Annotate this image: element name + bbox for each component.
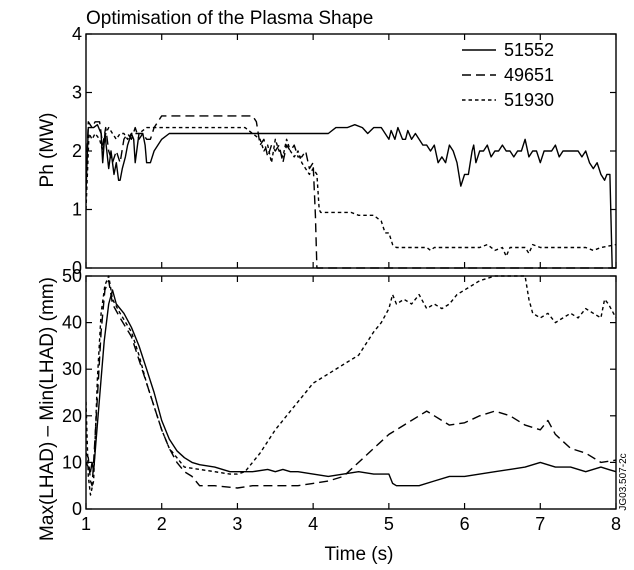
x-tick-label: 5	[384, 514, 394, 534]
x-tick-label: 8	[611, 514, 621, 534]
top-y-tick-label: 4	[72, 24, 82, 44]
bottom-series-51930-line	[86, 275, 617, 496]
legend: 51552 49651 51930	[462, 40, 554, 110]
bottom-y-axis-label: Max(LHAD) – Min(LHAD) (mm)	[37, 277, 58, 541]
x-axis-label: Time (s)	[325, 544, 394, 565]
top-series-51930-line	[86, 126, 617, 257]
x-tick-label: 6	[460, 514, 470, 534]
top-panel: 0 1 2 3 4	[72, 24, 617, 278]
bottom-y-tick-label: 20	[62, 406, 82, 426]
x-tick-label: 7	[535, 514, 545, 534]
top-y-axis-label: Ph (MW)	[37, 113, 58, 188]
bottom-y-tick-label: 10	[62, 452, 82, 472]
bottom-y-tick-label: 40	[62, 313, 82, 333]
bottom-y-tick-label: 50	[62, 266, 82, 286]
x-tick-label: 2	[157, 514, 167, 534]
legend-label-51930: 51930	[504, 90, 554, 110]
bottom-y-tick-label: 0	[72, 499, 82, 519]
bottom-series-49651-line	[86, 280, 617, 489]
top-series-51552-line	[86, 124, 613, 269]
bottom-y-tick-label: 30	[62, 359, 82, 379]
top-y-tick-label: 0	[72, 258, 82, 278]
x-tick-label: 3	[232, 514, 242, 534]
figure-code-label: JG03.507-2c	[618, 453, 629, 510]
legend-label-49651: 49651	[504, 65, 554, 85]
chart-title: Optimisation of the Plasma Shape	[86, 8, 373, 29]
legend-label-51552: 51552	[504, 40, 554, 60]
bottom-panel: 1 2 3 4 5 6 7 8 0 10 20 30 40 50	[62, 266, 621, 534]
x-tick-label: 1	[81, 514, 91, 534]
top-y-tick-label: 2	[72, 141, 82, 161]
x-tick-label: 4	[308, 514, 318, 534]
bottom-series-51552-line	[86, 289, 617, 487]
top-y-tick-label: 3	[72, 83, 82, 103]
top-series-49651-line	[86, 115, 616, 269]
top-y-tick-label: 1	[72, 200, 82, 220]
bottom-plot-frame	[85, 275, 617, 510]
